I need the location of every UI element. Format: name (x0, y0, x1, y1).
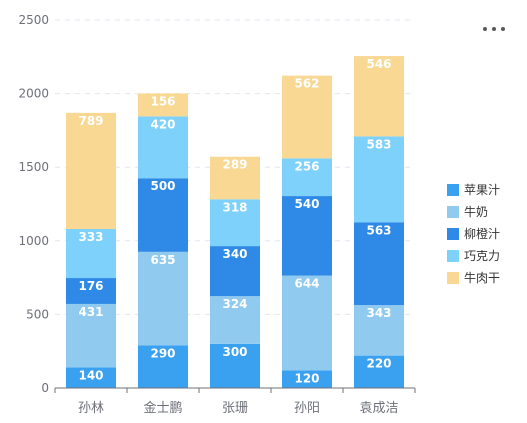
bar-segment[interactable] (66, 303, 116, 368)
legend-label: 苹果汁 (464, 183, 500, 197)
bar-segment[interactable] (66, 278, 116, 304)
more-dot-icon (483, 27, 487, 31)
legend-swatch (447, 206, 459, 218)
bar-segment[interactable] (282, 370, 332, 388)
bar-segment[interactable] (138, 178, 188, 252)
legend-label: 柳橙汁 (464, 226, 500, 241)
bar-value-label: 644 (294, 277, 319, 291)
bar-value-label: 256 (294, 159, 319, 173)
bar-value-label: 635 (150, 253, 175, 267)
bar-value-label: 176 (78, 279, 103, 293)
bars (66, 56, 404, 388)
bar-value-label: 324 (222, 297, 247, 311)
y-axis: 0 500 1000 1500 2000 2500 (18, 13, 49, 395)
legend-swatch (447, 184, 459, 196)
bar-segment[interactable] (210, 246, 260, 297)
bar-value-label: 300 (222, 345, 247, 359)
x-category-label: 张珊 (222, 401, 248, 416)
bar-segment[interactable] (354, 136, 404, 223)
bar-segment[interactable] (282, 75, 332, 159)
bar-value-label: 420 (150, 117, 175, 131)
more-options-button[interactable] (483, 22, 505, 36)
legend-item[interactable]: 苹果汁 (447, 183, 500, 197)
bar-value-label: 583 (366, 137, 391, 151)
bar-segment[interactable] (66, 367, 116, 388)
bar-value-label: 546 (366, 57, 391, 71)
bar-segment[interactable] (138, 251, 188, 346)
bar-segment[interactable] (138, 93, 188, 117)
bar-value-label: 431 (78, 305, 103, 319)
bar-segment[interactable] (354, 305, 404, 356)
x-category-label: 孙阳 (294, 401, 320, 416)
legend-item[interactable]: 巧克力 (447, 249, 500, 263)
bar-segment[interactable] (210, 343, 260, 388)
bar-segment[interactable] (282, 158, 332, 197)
legend-swatch (447, 272, 459, 284)
more-dot-icon (501, 27, 505, 31)
bar-segment[interactable] (210, 199, 260, 247)
y-tick-label: 0 (41, 381, 49, 395)
bar-value-label: 140 (78, 368, 103, 382)
bar-segment[interactable] (354, 355, 404, 388)
bar-segment[interactable] (282, 196, 332, 276)
y-tick-label: 1500 (18, 160, 49, 174)
bar-value-label: 500 (150, 179, 175, 193)
legend-label: 牛奶 (464, 204, 488, 219)
legend-swatch (447, 250, 459, 262)
x-axis: 孙林 金士鹏 张珊 孙阳 袁成洁 (54, 387, 416, 416)
x-category-label: 孙林 (78, 401, 104, 416)
bar-value-label: 220 (366, 357, 391, 371)
more-dot-icon (492, 27, 496, 31)
bar-value-label: 540 (294, 197, 319, 211)
legend-item[interactable]: 柳橙汁 (447, 226, 500, 241)
legend-label: 牛肉干 (464, 270, 500, 285)
bar-segment[interactable] (210, 156, 260, 200)
bar-value-label: 156 (150, 94, 175, 108)
y-tick-label: 500 (26, 307, 49, 321)
bar-value-label: 343 (366, 306, 391, 320)
y-tick-label: 1000 (18, 234, 49, 248)
bar-segment[interactable] (138, 116, 188, 179)
bar-value-label: 789 (78, 114, 103, 128)
bar-value-label: 562 (294, 77, 319, 91)
y-tick-label: 2000 (18, 87, 49, 101)
bar-value-label: 333 (78, 230, 103, 244)
bar-segment[interactable] (66, 229, 116, 279)
x-category-label: 金士鹏 (143, 400, 182, 416)
legend-swatch (447, 228, 459, 240)
bar-segment[interactable] (282, 275, 332, 371)
bar-segment[interactable] (210, 296, 260, 344)
bar-value-label: 290 (150, 346, 175, 360)
legend-item[interactable]: 牛奶 (447, 204, 488, 219)
legend-label: 巧克力 (464, 249, 500, 263)
x-category-label: 袁成洁 (359, 401, 398, 416)
bar-segment[interactable] (138, 345, 188, 388)
data-labels: 140 431 176 333 789 290 635 500 420 156 300 324 340 3… (78, 57, 391, 385)
legend-item[interactable]: 牛肉干 (447, 270, 500, 285)
bar-segment[interactable] (354, 56, 404, 137)
y-tick-label: 2500 (18, 13, 49, 27)
bar-value-label: 289 (222, 158, 247, 172)
bar-segment[interactable] (66, 112, 116, 230)
bar-value-label: 563 (366, 223, 391, 237)
bar-segment[interactable] (354, 222, 404, 306)
bar-value-label: 340 (222, 247, 247, 261)
bar-value-label: 318 (222, 200, 247, 214)
bar-value-label: 120 (294, 371, 319, 385)
